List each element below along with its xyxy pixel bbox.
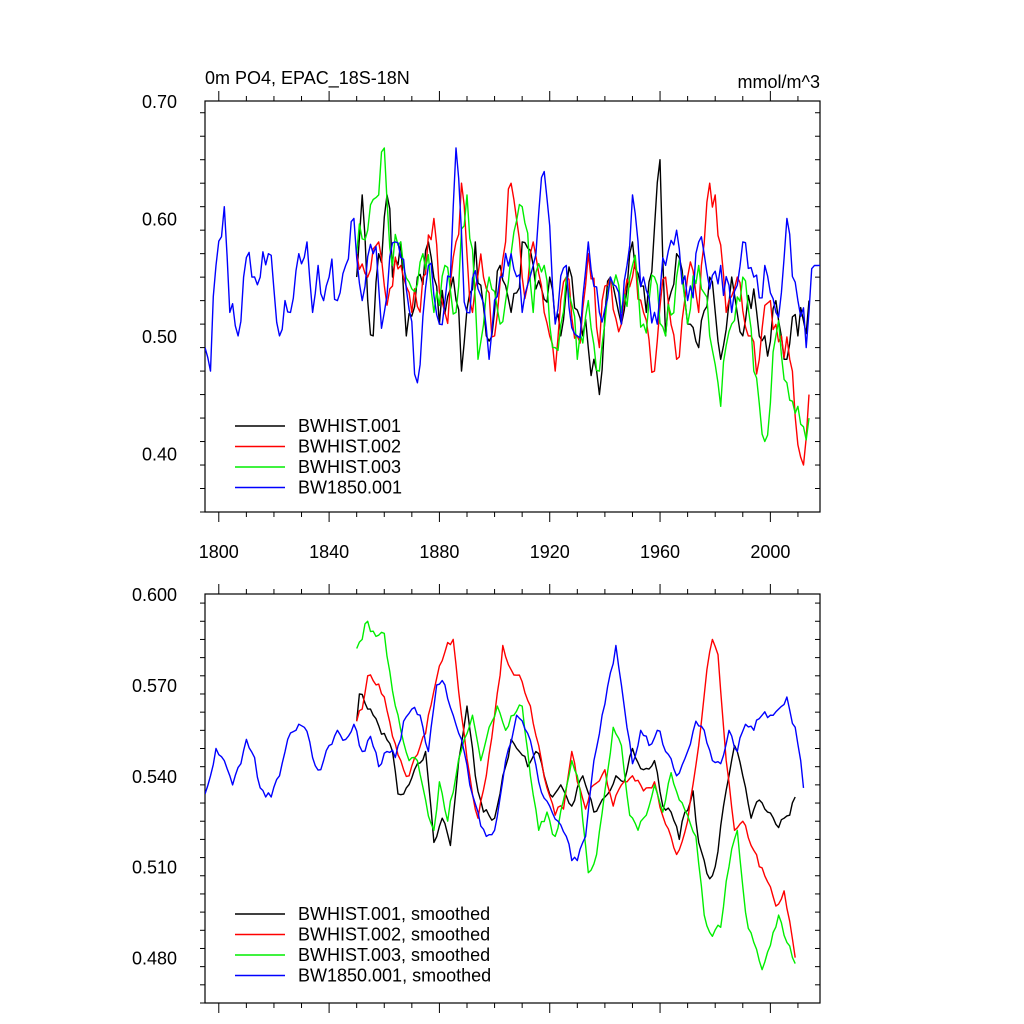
- y-tick-label: 0.60: [142, 209, 177, 229]
- series-line-bwhist-002: [356, 182, 810, 466]
- series-line-bw1850-001-smoothed: [205, 644, 805, 862]
- legend-label: BWHIST.003: [298, 457, 401, 477]
- series-line-bwhist-001-smoothed: [356, 693, 796, 880]
- y-tick-label: 0.480: [132, 949, 177, 969]
- x-tick-label: 1880: [419, 542, 459, 562]
- legend-label: BWHIST.002, smoothed: [298, 925, 490, 945]
- series-line-bwhist-003: [356, 147, 810, 443]
- y-tick-label: 0.40: [142, 444, 177, 464]
- x-tick-label: 1800: [199, 542, 239, 562]
- series-line-bwhist-003-smoothed: [356, 620, 796, 971]
- x-tick-label: 2000: [750, 542, 790, 562]
- plot-frame: [204, 100, 821, 513]
- y-tick-label: 0.540: [132, 767, 177, 787]
- top-chart-units: mmol/m^3: [738, 72, 820, 92]
- legend-label: BWHIST.001, smoothed: [298, 904, 490, 924]
- bottom-chart-panel: 0.480 0.510 0.540 0.570 0.600 BWHIST.001, smo…: [132, 584, 821, 1013]
- top-chart-title: 0m PO4, EPAC_18S-18N: [205, 68, 410, 89]
- y-tick-label: 0.510: [132, 858, 177, 878]
- x-tick-label: 1840: [309, 542, 349, 562]
- y-tick-label: 0.570: [132, 676, 177, 696]
- top-chart-panel: 1800 1840 1880 1920 1960 2000 0.40 0.50 0.60 0.70…: [142, 91, 821, 562]
- plot-frame: [204, 593, 821, 1004]
- x-tick-label: 1960: [640, 542, 680, 562]
- legend-label: BWHIST.003, smoothed: [298, 945, 490, 965]
- y-tick-label: 0.70: [142, 92, 177, 112]
- series-line-bw1850-001: [205, 147, 820, 384]
- legend-label: BW1850.001, smoothed: [298, 966, 491, 986]
- y-tick-label: 0.50: [142, 327, 177, 347]
- x-tick-label: 1920: [530, 542, 570, 562]
- y-tick-label: 0.600: [132, 585, 177, 605]
- legend-label: BWHIST.002: [298, 437, 401, 457]
- legend-label: BWHIST.001: [298, 416, 401, 436]
- legend-label: BW1850.001: [298, 478, 402, 498]
